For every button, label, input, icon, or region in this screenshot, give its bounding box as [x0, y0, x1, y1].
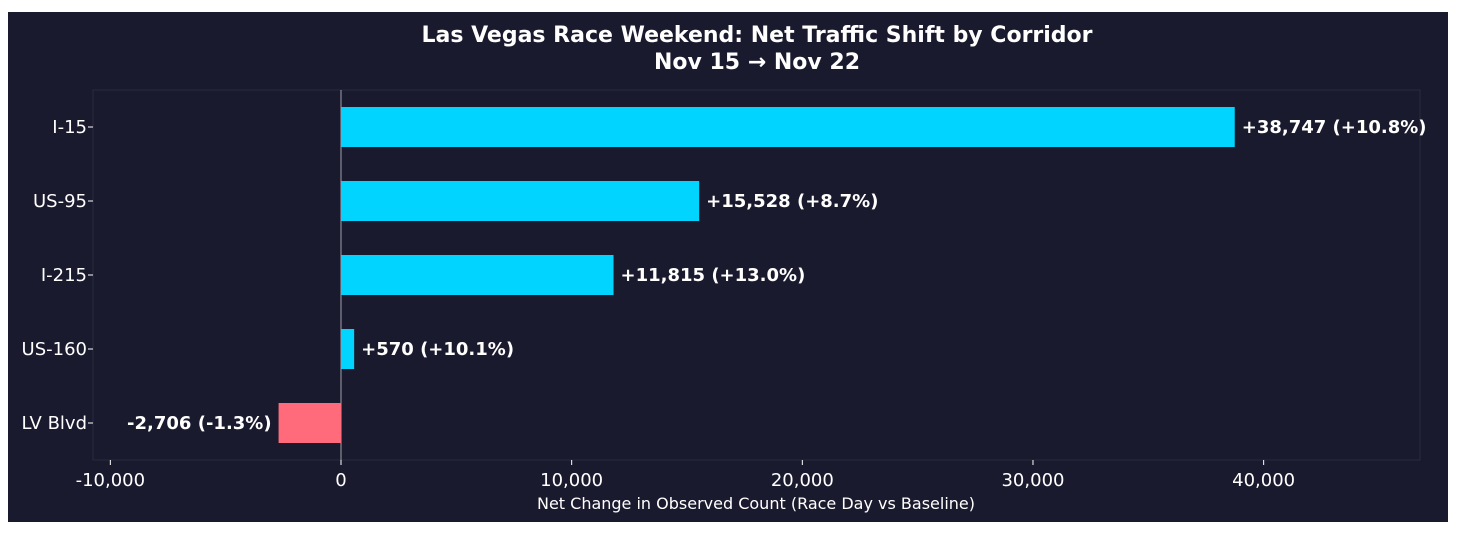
x-tick-label: 20,000 [771, 470, 834, 491]
bar-us-95 [341, 181, 700, 221]
data-label: +11,815 (+13.0%) [621, 265, 806, 286]
x-tick-label: -10,000 [76, 470, 145, 491]
y-tick-label: I-215 [41, 265, 87, 286]
y-tick-label: LV Blvd [21, 413, 87, 434]
x-tick-label: 40,000 [1232, 470, 1295, 491]
traffic-shift-chart: Las Vegas Race Weekend: Net Traffic Shif… [21, 23, 1427, 513]
chart-panel: Las Vegas Race Weekend: Net Traffic Shif… [8, 12, 1448, 522]
data-label: -2,706 (-1.3%) [127, 413, 272, 434]
data-label: +38,747 (+10.8%) [1242, 117, 1427, 138]
bar-lv-blvd [278, 403, 341, 443]
plot-area: I-15 +38,747 (+10.8%) US-95 +15,528 (+8.7%)… [21, 89, 1427, 491]
x-axis-label: Net Change in Observed Count (Race Day v… [537, 494, 975, 513]
chart-title: Las Vegas Race Weekend: Net Traffic Shif… [421, 23, 1092, 48]
x-tick-label: 0 [335, 470, 346, 491]
y-tick-label: US-160 [22, 339, 87, 360]
chart-subtitle: Nov 15 → Nov 22 [654, 50, 860, 75]
x-tick-label: 30,000 [1001, 470, 1064, 491]
bar-i-15 [341, 107, 1235, 147]
data-label: +570 (+10.1%) [361, 339, 514, 360]
y-tick-label: I-15 [52, 117, 87, 138]
bar-us-160 [341, 329, 355, 369]
x-tick-label: 10,000 [540, 470, 603, 491]
y-tick-label: US-95 [33, 191, 87, 212]
bar-i-215 [341, 255, 614, 295]
data-label: +15,528 (+8.7%) [706, 191, 878, 212]
